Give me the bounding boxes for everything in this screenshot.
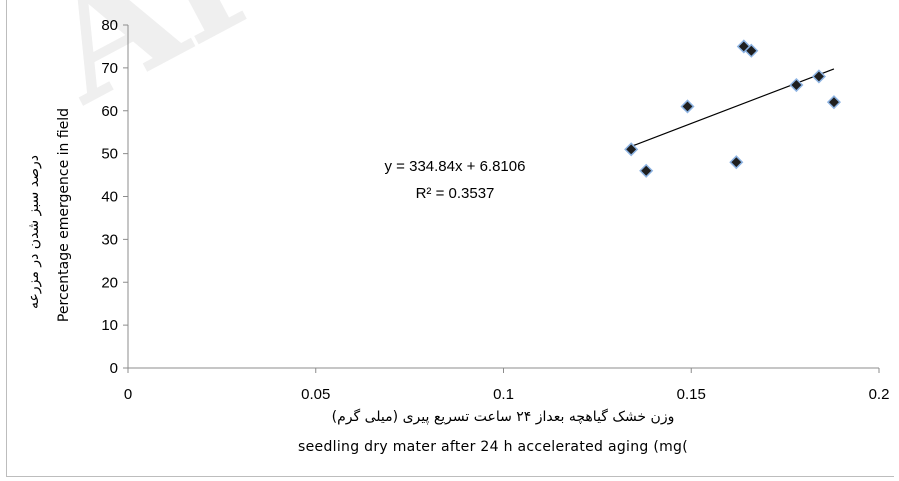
x-tick-label: 0.15 <box>677 386 706 403</box>
data-point <box>744 43 759 58</box>
x-tick-label: 0.2 <box>869 386 890 403</box>
data-point <box>789 77 804 93</box>
x-axis-title-english: seedling dry mater after 24 h accelerate… <box>298 439 688 455</box>
y-axis-title-persian: درصد سبز شدن در مزرعه <box>26 155 42 309</box>
data-point <box>811 69 826 84</box>
y-tick-label: 40 <box>101 189 118 206</box>
trendline-equation: y = 334.84x + 6.8106 <box>385 158 526 175</box>
x-tick-label: 0.1 <box>493 386 514 403</box>
data-point <box>680 99 695 114</box>
y-ticks: 0 10 20 30 40 50 60 70 80 <box>101 17 128 377</box>
data-points <box>624 39 842 178</box>
y-tick-label: 0 <box>110 360 118 377</box>
y-tick-label: 50 <box>101 146 118 163</box>
x-tick-label: 0 <box>124 386 132 403</box>
data-point <box>729 155 744 170</box>
r-squared-label: R² = 0.3537 <box>416 185 495 202</box>
y-tick-label: 80 <box>101 17 118 34</box>
y-axis-title-english: Percentage emergence in field <box>56 108 72 322</box>
x-tick-label: 0.05 <box>301 386 330 403</box>
x-axis-title-persian: وزن خشک گیاهچه بعداز ۲۴ ساعت تسریع پیری … <box>332 408 675 425</box>
y-tick-label: 30 <box>101 231 118 248</box>
y-tick-label: 60 <box>101 103 118 120</box>
data-point <box>639 163 654 178</box>
trendline <box>630 68 835 147</box>
x-ticks: 0 0.05 0.1 0.15 0.2 <box>124 368 890 403</box>
data-point <box>826 95 842 110</box>
axes <box>127 25 879 369</box>
y-tick-label: 10 <box>101 317 118 334</box>
chart-frame <box>6 0 894 477</box>
y-tick-label: 70 <box>101 60 118 77</box>
y-tick-label: 20 <box>101 274 118 291</box>
data-point <box>624 142 639 157</box>
